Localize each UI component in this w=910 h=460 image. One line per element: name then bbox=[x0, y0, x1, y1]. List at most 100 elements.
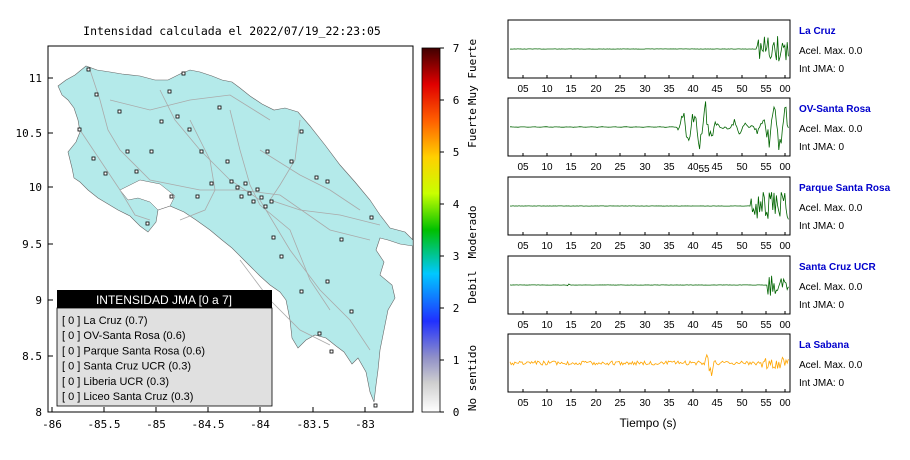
trace-tick-label: 25 bbox=[614, 320, 626, 331]
map-y-axis: 11 10.5 10 9.5 9 8.5 8 bbox=[16, 72, 53, 419]
colorbar-gradient bbox=[421, 47, 441, 413]
trace-tick-label: 35 bbox=[663, 84, 675, 95]
legend-header-bg bbox=[57, 290, 272, 308]
trace-tick-label: 50 bbox=[736, 320, 748, 331]
map-y-tick-label: 9 bbox=[35, 294, 42, 307]
colorbar-category-label: Debil bbox=[466, 270, 479, 303]
colorbar-tick-label: 6 bbox=[453, 94, 460, 107]
trace-tick-label: 00 bbox=[779, 162, 791, 173]
trace-tick-label: 05 bbox=[517, 241, 529, 252]
waveform-line bbox=[509, 36, 789, 62]
trace-x-axis-label: Tiempo (s) bbox=[620, 416, 677, 430]
trace-tick-label: 30 bbox=[639, 241, 651, 252]
trace-tick-label: 05 bbox=[517, 162, 529, 173]
colorbar-tick-label: 5 bbox=[453, 146, 460, 159]
legend-header: INTENSIDAD JMA [0 a 7] bbox=[96, 293, 232, 307]
map-x-tick-label: -83 bbox=[355, 418, 375, 431]
trace-tick-label: 45 bbox=[711, 398, 723, 409]
legend-entry: [ 0 ] La Cruz (0.7) bbox=[62, 315, 148, 327]
colorbar-tick-label: 7 bbox=[453, 42, 460, 55]
trace-tick-label: 55 bbox=[760, 84, 772, 95]
trace-tick-label: 25 bbox=[614, 84, 626, 95]
map-y-tick-label: 8.5 bbox=[22, 350, 42, 363]
trace-tick-label: 10 bbox=[541, 398, 553, 409]
trace-tick-label: 00 bbox=[779, 320, 791, 331]
trace-tick-label: 15 bbox=[565, 398, 577, 409]
waveform-line bbox=[510, 101, 789, 151]
trace-tick-label: 30 bbox=[639, 320, 651, 331]
trace-tick-label: 35 bbox=[663, 320, 675, 331]
trace-tick-label: 05 bbox=[517, 320, 529, 331]
jma-colorbar: 7 6 5 4 3 2 1 0 Muy Fuerte Fuerte Moderado Debil No… bbox=[421, 39, 479, 419]
colorbar-category-label: Muy Fuerte bbox=[466, 39, 479, 105]
station-int: Int JMA: 0 bbox=[799, 378, 844, 389]
trace-tick-label: 40 bbox=[687, 241, 699, 252]
trace-tick-label: 35 bbox=[663, 241, 675, 252]
map-legend: INTENSIDAD JMA [0 a 7] [ 0 ] La Cruz (0.… bbox=[56, 290, 273, 407]
trace-tick-label: 40 bbox=[687, 320, 699, 331]
station-name: Parque Santa Rosa bbox=[799, 183, 891, 194]
trace-tick-label: 15 bbox=[565, 162, 577, 173]
trace-panel: 05 10 15 20 25 30 35 40 45 50 55 00 La Cruz Acel. Max… bbox=[507, 19, 863, 95]
trace-tick-label: 20 bbox=[590, 320, 602, 331]
map-panel: -86 -85.5 -85 -84.5 -84 -83.5 -83 11 10.5 10 9.5 9… bbox=[16, 45, 414, 431]
trace-tick-label: 40 bbox=[687, 162, 699, 173]
trace-panel: 05 10 15 20 25 30 35 40 45 50 55 00 OV-Santa Rosa Ace… bbox=[507, 97, 871, 173]
station-acel: Acel. Max. 0.0 bbox=[799, 46, 863, 57]
trace-tick-label: 15 bbox=[565, 320, 577, 331]
trace-tick-label: 20 bbox=[590, 162, 602, 173]
colorbar-category-label: No sentido bbox=[466, 345, 479, 411]
trace-tick-label: 30 bbox=[639, 162, 651, 173]
trace-tick-label: 20 bbox=[590, 398, 602, 409]
legend-entry: [ 0 ] Santa Cruz UCR (0.3) bbox=[62, 361, 191, 373]
trace-tick-label: 05 bbox=[517, 398, 529, 409]
legend-entry: [ 0 ] OV-Santa Rosa (0.6) bbox=[62, 330, 186, 342]
waveform-line bbox=[509, 192, 789, 220]
trace-panel: 05 10 15 20 25 30 35 40 45 50 55 00 Santa Cruz UCR Ac… bbox=[507, 255, 876, 331]
map-x-tick-label: -84.5 bbox=[191, 418, 224, 431]
trace-tick-label: 40 bbox=[687, 84, 699, 95]
trace-tick-label: 15 bbox=[565, 84, 577, 95]
station-int: Int JMA: 0 bbox=[799, 221, 844, 232]
station-int: Int JMA: 0 bbox=[799, 64, 844, 75]
map-x-tick-label: -85.5 bbox=[87, 418, 120, 431]
trace-tick-label: 10 bbox=[541, 241, 553, 252]
trace-tick-label: 30 bbox=[639, 84, 651, 95]
map-x-tick-label: -84 bbox=[250, 418, 270, 431]
trace-tick-label: 20 bbox=[590, 84, 602, 95]
map-x-tick-label: -86 bbox=[42, 418, 62, 431]
trace-tick-label: 10 bbox=[541, 84, 553, 95]
waveform-line bbox=[509, 353, 789, 376]
trace-tick-label: 00 bbox=[779, 84, 791, 95]
legend-entry: [ 0 ] Liceo Santa Cruz (0.3) bbox=[62, 391, 193, 403]
trace-tick-label: 40 bbox=[687, 398, 699, 409]
land-mass bbox=[57, 65, 413, 403]
waveform-line bbox=[509, 275, 789, 296]
trace-tick-label: 50 bbox=[736, 162, 748, 173]
map-title: Intensidad calculada el 2022/07/19_22:23… bbox=[83, 24, 381, 38]
station-markers bbox=[77, 67, 378, 408]
gulf-inlet bbox=[119, 179, 176, 211]
legend-body bbox=[56, 307, 273, 407]
trace-tick-label: 00 bbox=[779, 398, 791, 409]
trace-tick-label: 55 bbox=[760, 241, 772, 252]
trace-tick-label: 00 bbox=[779, 241, 791, 252]
trace-tick-label: 55 bbox=[760, 320, 772, 331]
station-name: La Cruz bbox=[799, 26, 836, 37]
trace-tick-label: 35 bbox=[663, 162, 675, 173]
station-acel: Acel. Max. 0.0 bbox=[799, 360, 863, 371]
trace-tick-label: 30 bbox=[639, 398, 651, 409]
station-name: Santa Cruz UCR bbox=[799, 262, 876, 273]
colorbar-tick-label: 0 bbox=[453, 406, 460, 419]
trace-tick-label: 20 bbox=[590, 241, 602, 252]
trace-tick-label: 10 bbox=[541, 320, 553, 331]
trace-tick-label: 50 bbox=[736, 84, 748, 95]
trace-tick-label: 25 bbox=[614, 398, 626, 409]
map-y-tick-label: 10 bbox=[29, 181, 42, 194]
trace-tick-label: 50 bbox=[736, 398, 748, 409]
map-x-tick-label: -85 bbox=[146, 418, 166, 431]
station-acel: Acel. Max. 0.0 bbox=[799, 282, 863, 293]
trace-tick-label: 55 bbox=[760, 398, 772, 409]
colorbar-category-label: Moderado bbox=[466, 206, 479, 259]
